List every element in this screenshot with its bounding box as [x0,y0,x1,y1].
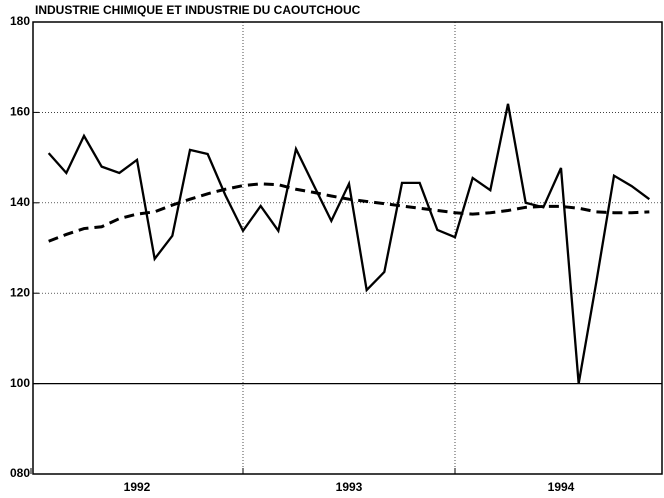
y-tick-label: 160 [10,105,30,119]
y-tick-label: 100 [10,376,30,390]
chart-title: INDUSTRIE CHIMIQUE ET INDUSTRIE DU CAOUT… [35,3,361,17]
y-tick-label: 180 [10,14,30,28]
y-tick-label: 140 [10,195,30,209]
x-tick-label: 1994 [548,480,575,494]
y-tick-label: 120 [10,285,30,299]
line-series [48,182,650,243]
y-tick-label: 080 [10,466,30,480]
plot-frame [32,21,663,475]
line-series [47,103,651,384]
x-tick-label: 1992 [124,480,151,494]
x-tick-label: 1993 [336,480,363,494]
